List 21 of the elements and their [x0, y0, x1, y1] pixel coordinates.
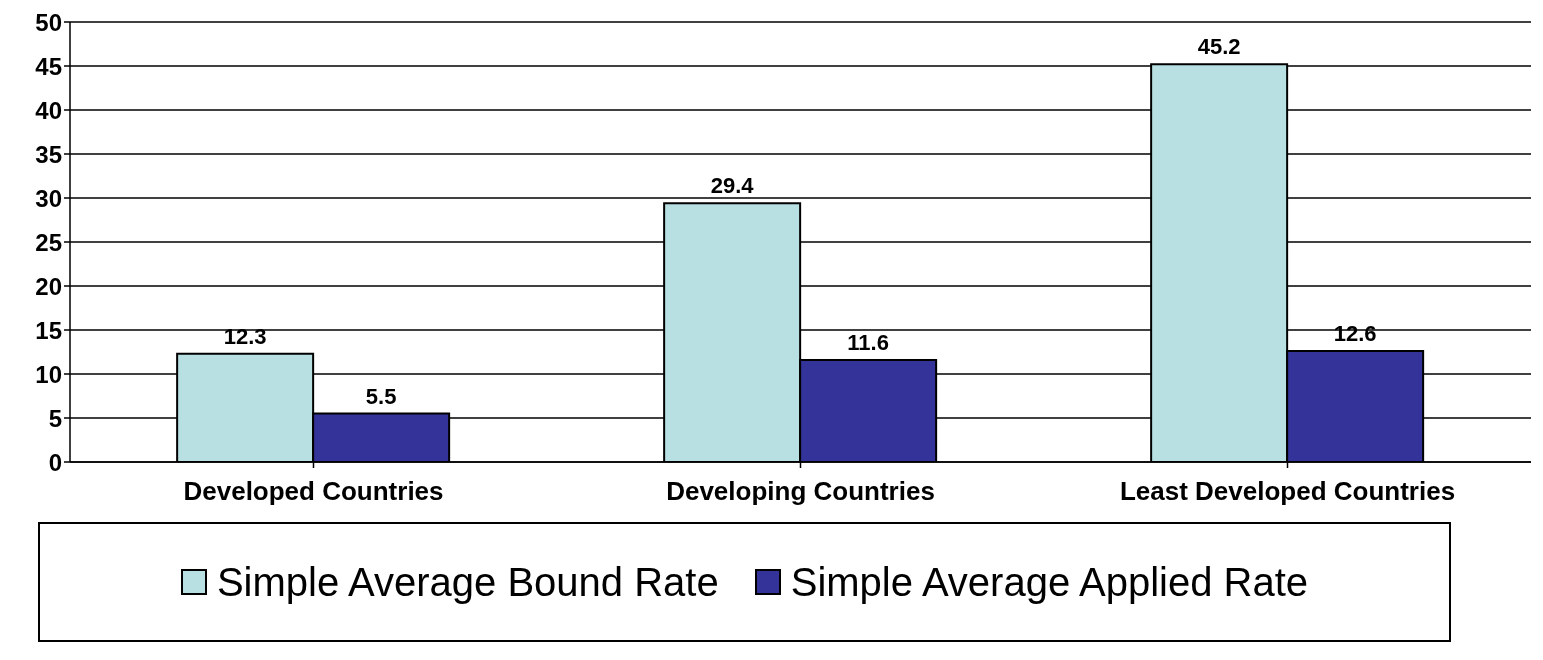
- y-tick-label: 45: [35, 52, 62, 80]
- y-tick-label: 25: [35, 228, 62, 256]
- legend-label: Simple Average Applied Rate: [790, 559, 1309, 605]
- data-label: 45.2: [1197, 34, 1241, 60]
- x-tick-label: Developing Countries: [666, 476, 935, 507]
- x-tick-label: Least Developed Countries: [1119, 476, 1456, 507]
- y-tick-label: 35: [35, 140, 62, 168]
- y-tick-label: 5: [48, 404, 62, 432]
- y-tick-label: 50: [35, 8, 62, 36]
- y-tick-label: 15: [35, 316, 62, 344]
- data-label: 29.4: [710, 173, 755, 199]
- y-tick-label: 20: [35, 272, 62, 300]
- legend-label: Simple Average Bound Rate: [216, 559, 719, 605]
- y-tick-label: 10: [35, 360, 62, 388]
- y-tick-label: 0: [48, 448, 62, 476]
- y-tick-label: 40: [35, 96, 62, 124]
- y-tick-label: 30: [35, 184, 62, 212]
- data-label: 12.3: [223, 323, 267, 349]
- data-label: 11.6: [847, 329, 889, 355]
- data-label: 5.5: [365, 383, 397, 409]
- x-tick-label: Developed Countries: [183, 476, 444, 507]
